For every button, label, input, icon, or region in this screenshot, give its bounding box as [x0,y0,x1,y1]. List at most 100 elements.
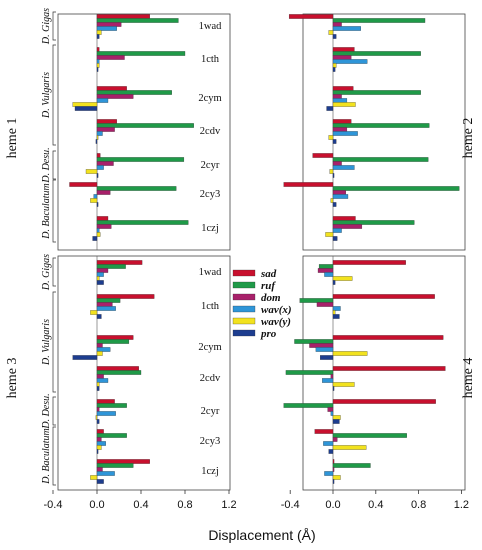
bar-heme-3-1wad-wavx [96,272,104,277]
x-tick-label: -0.4 [44,499,63,511]
bar-heme-3-1cth-dom [96,302,113,307]
bar-heme-3-1cth-ruf [96,298,121,303]
bar-heme-2-2cdv-pro [332,139,337,144]
x-tick-label: -0.4 [281,499,300,511]
bar-heme-4-1wad-pro [332,280,336,285]
legend-label: sad [260,268,277,280]
bar-heme-4-2cym-dom [309,343,334,348]
panel-label: heme 1 [5,118,20,159]
bar-heme-1-2cdv-sad [96,119,117,124]
bar-heme-1-2cy3-ruf [96,186,177,191]
species-bracket [52,11,56,41]
legend-label: ruf [261,280,276,292]
bar-heme-2-2cdv-dom [332,127,348,132]
x-tick-label: 0.8 [177,499,192,511]
bar-heme-1-1czj-wavy [96,232,101,237]
bar-heme-4-2cym-pro [320,355,334,360]
bar-heme-4-1cth-pro [332,314,340,319]
bar-heme-4-1cth-wavx [332,306,341,311]
protein-label: 2cym [198,93,221,104]
species-bracket [52,150,56,180]
bar-heme-4-2cdv-sad [332,366,446,371]
x-tick-label: 0.0 [89,499,104,511]
bar-heme-2-2cyr-sad [312,153,334,158]
bar-heme-1-2cyr-wavx [96,165,104,170]
protein-label: 2cy3 [200,436,220,447]
bar-heme-3-2cyr-sad [96,399,115,404]
legend-label: dom [261,292,281,304]
bar-heme-2-2cym-wavx [332,98,348,103]
bar-heme-4-1czj-pro [332,479,335,484]
bar-heme-4-2cy3-ruf [332,433,407,438]
bar-heme-1-1wad-ruf [96,18,179,23]
bar-heme-2-2cy3-pro [332,202,337,207]
bar-heme-2-1wad-ruf [332,18,426,23]
species-bracket [52,396,56,426]
bar-heme-4-2cyr-dom [327,407,334,412]
bar-heme-4-2cy3-sad [314,429,334,434]
species-bracket [52,44,56,146]
bar-heme-3-1wad-wavy [96,276,100,281]
bar-heme-2-1cth-dom [332,55,352,60]
species-label: D. Desu. [41,393,52,429]
x-tick-label: 0.4 [368,499,383,511]
bar-heme-1-1czj-dom [96,224,112,229]
bar-heme-4-2cdv-wavx [322,378,334,383]
bar-heme-3-1czj-sad [96,459,150,464]
panel-frame [302,13,466,251]
bar-heme-2-1czj-ruf [332,220,415,225]
bar-heme-1-2cdv-wavy [96,135,99,140]
bar-heme-4-1czj-dom [332,467,335,472]
bar-heme-2-1czj-dom [332,224,363,229]
bar-heme-1-2cyr-sad [96,153,101,158]
protein-label: 2cdv [200,373,221,384]
bar-heme-2-1cth-pro [332,67,336,72]
bar-heme-4-1wad-wavx [324,272,334,277]
bar-heme-2-1czj-wavx [332,228,342,233]
bar-heme-3-1wad-sad [96,260,143,265]
bar-heme-4-1cth-sad [332,294,435,299]
bar-heme-2-2cyr-pro [332,173,335,178]
x-tick-label: 0.8 [411,499,426,511]
bar-heme-4-1cth-ruf [299,298,334,303]
bar-heme-3-1cth-wavx [96,306,116,311]
bar-heme-1-1cth-pro [96,67,99,72]
bar-heme-3-1czj-wavy [90,475,98,480]
bar-heme-3-2cy3-wavx [96,441,106,446]
bar-heme-1-1wad-pro [96,34,100,39]
bar-heme-4-1czj-wavy [332,475,341,480]
species-label: D. Gigas [41,8,52,45]
bar-heme-2-1czj-pro [332,236,338,241]
bar-heme-2-2cdv-wavx [332,131,358,136]
bar-heme-2-2cy3-ruf [332,186,460,191]
bar-heme-3-2cy3-wavy [96,445,102,450]
bar-heme-2-1wad-dom [332,22,342,27]
bar-heme-3-1wad-dom [96,268,109,273]
bar-heme-2-2cym-pro [326,106,334,111]
species-label: D. Gigas [41,254,52,291]
panel-frame [57,255,231,491]
bar-heme-1-1wad-sad [96,14,150,19]
legend-swatch [232,329,256,337]
bar-heme-4-2cdv-ruf [285,370,334,375]
bar-heme-4-2cym-wavy [332,351,368,356]
bar-heme-1-1czj-wavx [96,228,100,233]
species-label: D. Baculatum [41,183,52,240]
bar-heme-4-2cyr-wavx [330,411,334,416]
bar-heme-1-2cdv-pro [95,139,98,144]
species-label: D. Desu. [41,147,52,183]
protein-label: 1cth [201,301,220,312]
species-label: D. Vulgaris [41,319,52,366]
bar-heme-3-2cym-wavy [96,351,103,356]
bar-heme-2-2cdv-sad [332,119,352,124]
bar-heme-4-2cy3-wavy [332,445,367,450]
bar-heme-4-2cdv-pro [332,386,335,391]
bar-heme-3-1czj-ruf [96,463,134,468]
bar-heme-2-2cyr-dom [332,161,342,166]
bar-heme-4-1wad-wavy [332,276,353,281]
bar-heme-2-1wad-sad [288,14,334,19]
bar-heme-1-2cy3-dom [96,190,111,195]
bar-heme-1-1czj-ruf [96,220,189,225]
